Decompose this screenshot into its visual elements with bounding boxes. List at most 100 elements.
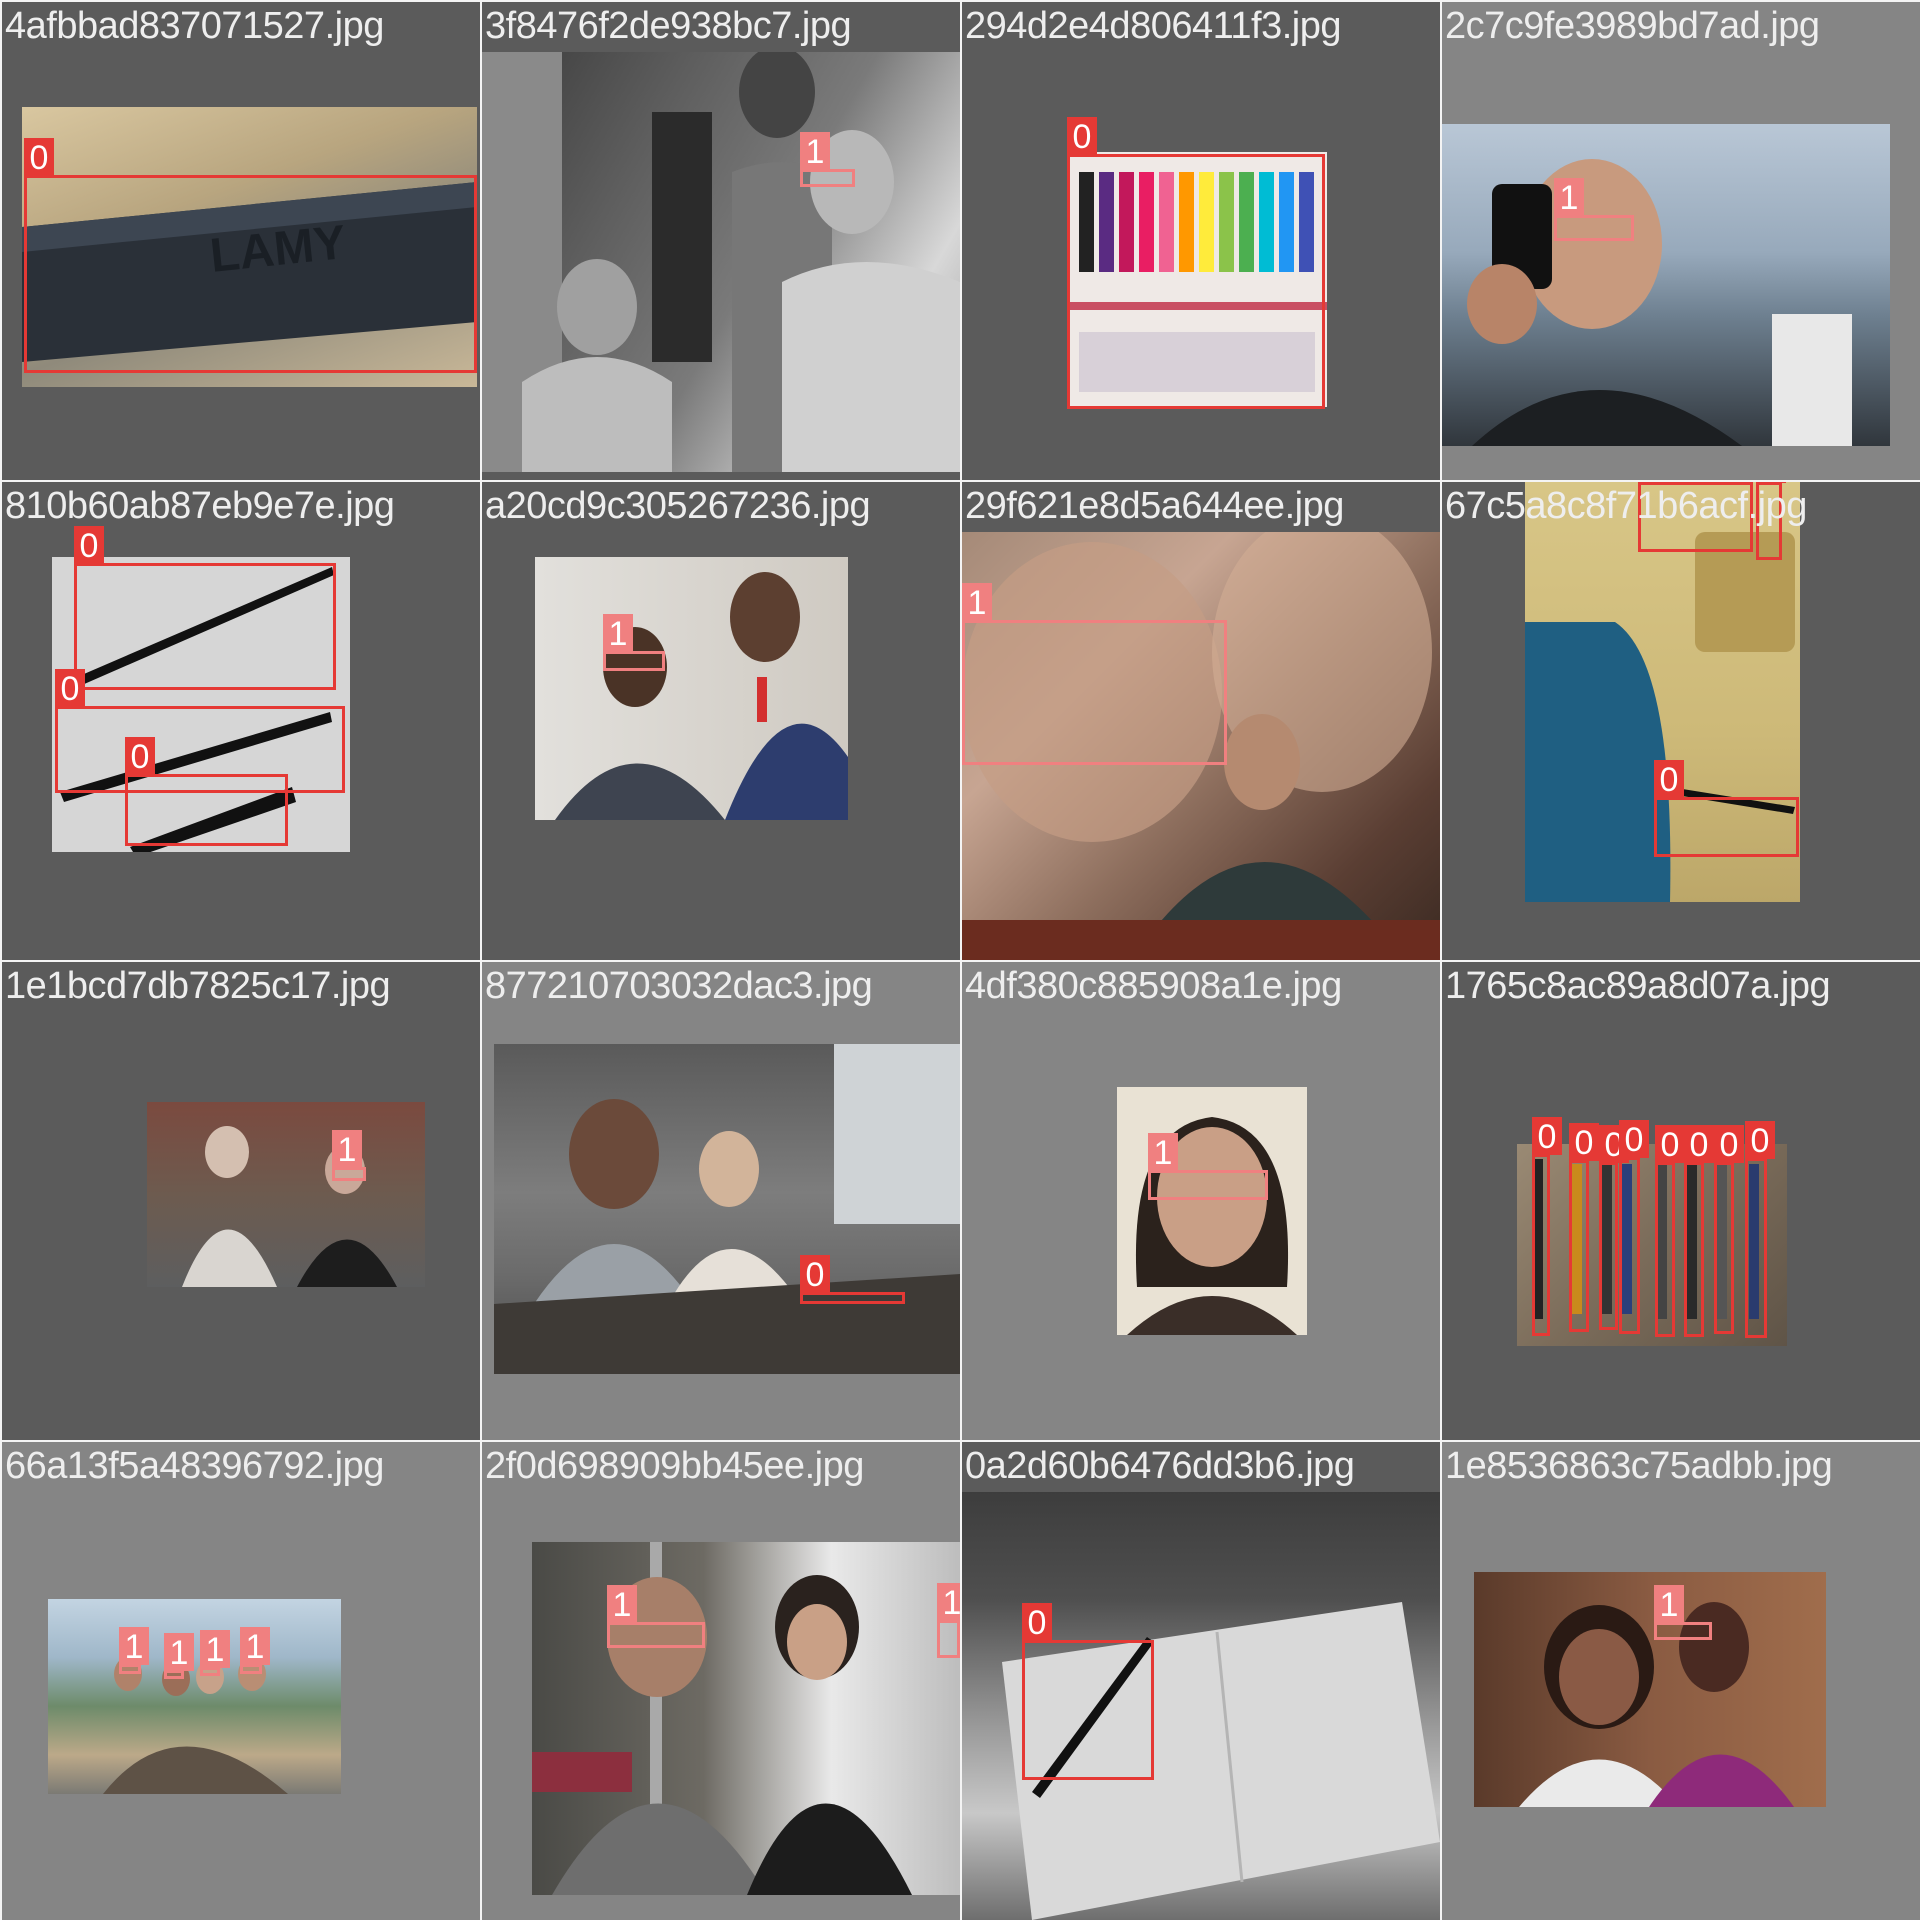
meeting-illustration: [494, 1044, 960, 1374]
detection-box[interactable]: 1: [240, 1627, 270, 1674]
mosaic-tile[interactable]: 0 0 0 67c5a8c8f71b6acf.jpg: [1442, 482, 1920, 960]
mosaic-tile[interactable]: 1 1e8536863c75adbb.jpg: [1442, 1442, 1920, 1920]
mosaic-tile[interactable]: 1 29f621e8d5a644ee.jpg: [962, 482, 1440, 960]
mosaic-tile[interactable]: 1 a20cd9c305267236.jpg: [482, 482, 960, 960]
detection-box[interactable]: 0: [1619, 1120, 1649, 1334]
tile-filename: 3f8476f2de938bc7.jpg: [485, 5, 852, 47]
two-people-illustration: [182, 1126, 397, 1287]
mosaic-tile[interactable]: 0 0 0 0 0 0 0 0 1765c8ac89a8d07a.jpg: [1442, 962, 1920, 1440]
detection-box[interactable]: 0: [1599, 1125, 1629, 1330]
portrait-illustration: [1127, 1117, 1297, 1335]
class-label: 0: [1619, 1120, 1649, 1159]
tile-filename: 2f0d698909bb45ee.jpg: [485, 1445, 864, 1487]
class-label: 0: [1684, 1125, 1714, 1164]
photo-thumbnail: [494, 1044, 960, 1374]
class-label: 1: [962, 583, 992, 622]
notebook-pen-illustration: [1002, 1602, 1440, 1920]
class-label: 0: [1654, 760, 1684, 799]
class-label: 0: [1532, 1117, 1562, 1156]
detection-box[interactable]: 1: [937, 1583, 960, 1658]
class-label: 1: [1654, 1585, 1684, 1624]
class-label: 1: [164, 1633, 194, 1672]
tile-filename: 810b60ab87eb9e7e.jpg: [5, 485, 395, 527]
photo-thumbnail: [48, 1599, 341, 1794]
tile-filename: 4df380c885908a1e.jpg: [965, 965, 1342, 1007]
detection-box[interactable]: 1: [164, 1633, 194, 1679]
speaker-illustration: [962, 512, 1440, 960]
class-label: 0: [1638, 482, 1668, 484]
class-label: 0: [55, 669, 85, 708]
detection-box[interactable]: 0: [125, 737, 288, 846]
mosaic-tile[interactable]: 1 2c7c9fe3989bd7ad.jpg: [1442, 2, 1920, 480]
detection-box[interactable]: 0: [1569, 1123, 1599, 1332]
tile-filename: 1765c8ac89a8d07a.jpg: [1445, 965, 1831, 1007]
class-label: 0: [24, 138, 54, 177]
detection-box[interactable]: 0: [24, 138, 477, 373]
people-illustration: [482, 46, 960, 472]
detection-box[interactable]: 1: [119, 1627, 149, 1674]
detection-box[interactable]: 1: [1148, 1133, 1268, 1200]
mosaic-tile[interactable]: 1 4df380c885908a1e.jpg: [962, 962, 1440, 1440]
detection-box[interactable]: 0: [1655, 1125, 1685, 1337]
detection-box[interactable]: 0: [800, 1255, 905, 1304]
detection-box[interactable]: 1: [200, 1630, 230, 1676]
tile-filename: 67c5a8c8f71b6acf.jpg: [1445, 485, 1807, 527]
two-men-illustration: [555, 572, 848, 820]
detection-box[interactable]: 0: [1654, 760, 1799, 857]
detection-box[interactable]: 1: [603, 614, 665, 671]
class-label: 0: [1655, 1125, 1685, 1164]
photo-thumbnail: [532, 1542, 960, 1895]
mosaic-tile[interactable]: LAMY 0 4afbbad837071527.jpg: [2, 2, 480, 480]
photo-thumbnail: [147, 1102, 425, 1287]
class-label: 1: [240, 1627, 270, 1666]
selfie-illustration: [1467, 159, 1852, 446]
mosaic-tile[interactable]: 0 877210703032dac3.jpg: [482, 962, 960, 1440]
mosaic-tile[interactable]: 1 1 1 1 66a13f5a48396792.jpg: [2, 1442, 480, 1920]
pen-illustration: LAMY: [22, 182, 477, 362]
detection-box[interactable]: 0: [1638, 482, 1753, 552]
class-label: 1: [332, 1130, 362, 1169]
detection-box[interactable]: 1: [332, 1130, 366, 1181]
detection-box[interactable]: 0: [1714, 1125, 1744, 1334]
photo-thumbnail: [1517, 1144, 1787, 1346]
tile-filename: 2c7c9fe3989bd7ad.jpg: [1445, 5, 1820, 47]
detection-box[interactable]: 1: [962, 583, 1227, 765]
class-label: 0: [800, 1255, 830, 1294]
mosaic-tile[interactable]: 0 294d2e4d806411f3.jpg: [962, 2, 1440, 480]
detection-box[interactable]: 1: [800, 132, 855, 187]
detection-box[interactable]: 0: [1532, 1117, 1562, 1336]
detection-box[interactable]: 0: [74, 526, 336, 690]
detection-box[interactable]: 0: [55, 669, 345, 793]
tile-filename: 29f621e8d5a644ee.jpg: [965, 485, 1344, 527]
detection-box[interactable]: 0: [1745, 1121, 1775, 1338]
class-label: 1: [1148, 1133, 1178, 1172]
detection-box[interactable]: 0: [1022, 1603, 1154, 1780]
tile-filename: 0a2d60b6476dd3b6.jpg: [965, 1445, 1355, 1487]
photo-thumbnail: [1067, 152, 1327, 407]
photo-thumbnail: [1525, 482, 1800, 902]
detection-box[interactable]: 0: [1067, 117, 1325, 409]
class-label: 0: [74, 526, 104, 565]
mosaic-tile[interactable]: 0 0a2d60b6476dd3b6.jpg: [962, 1442, 1440, 1920]
mosaic-tile[interactable]: 1 3f8476f2de938bc7.jpg: [482, 2, 960, 480]
desk-illustration: [1525, 532, 1795, 902]
detection-box[interactable]: 1: [607, 1585, 705, 1648]
class-label: 1: [800, 132, 830, 171]
photo-thumbnail: [52, 557, 350, 857]
tile-filename: 1e1bcd7db7825c17.jpg: [5, 965, 391, 1007]
mosaic-tile[interactable]: 0 0 0 810b60ab87eb9e7e.jpg: [2, 482, 480, 960]
class-label: 1: [603, 614, 633, 653]
detection-box[interactable]: 1: [1554, 178, 1634, 241]
detection-box[interactable]: 1: [1654, 1585, 1712, 1640]
detection-box[interactable]: 0: [1684, 1125, 1714, 1337]
mosaic-tile[interactable]: 1 1 2f0d698909bb45ee.jpg: [482, 1442, 960, 1920]
class-label: 0: [1756, 482, 1786, 484]
class-label: 0: [1714, 1125, 1744, 1164]
photo-thumbnail: [1442, 124, 1890, 446]
two-women-illustration: [1519, 1602, 1794, 1807]
class-label: 1: [1554, 178, 1584, 217]
mosaic-tile[interactable]: 1 1e1bcd7db7825c17.jpg: [2, 962, 480, 1440]
class-label: 0: [1745, 1121, 1775, 1160]
detection-box[interactable]: 0: [1756, 482, 1786, 560]
